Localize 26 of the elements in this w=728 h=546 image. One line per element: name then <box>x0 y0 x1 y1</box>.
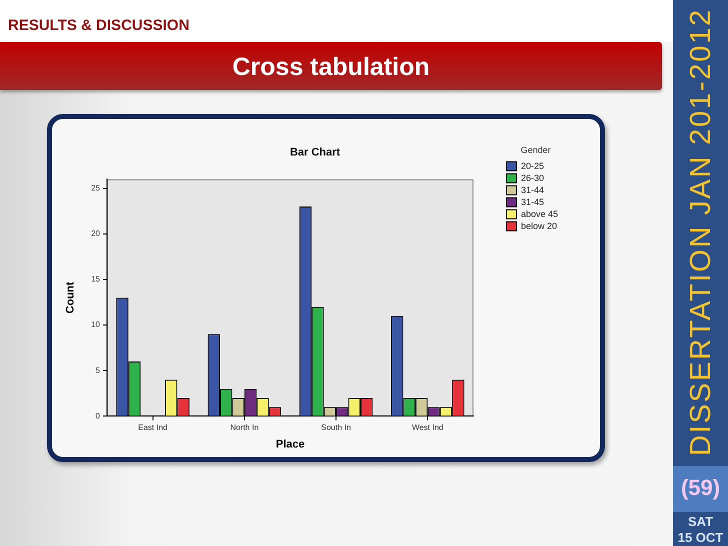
legend-label: 26-30 <box>520 172 544 183</box>
x-tick-label: West Ind <box>412 423 444 432</box>
text: DISSERTATION JAN 201-2012 <box>685 8 718 456</box>
text: SAT <box>686 514 714 529</box>
y-tick-label: 0 <box>96 411 101 420</box>
y-tick-label: 5 <box>96 366 101 375</box>
legend-title: Gender <box>520 144 551 155</box>
text: 15 OCT <box>676 530 724 545</box>
y-tick-label: 25 <box>91 184 101 193</box>
x-tick-label: North In <box>230 423 259 432</box>
legend-label: above 45 <box>520 208 558 219</box>
legend-label: 20-25 <box>520 160 544 171</box>
text: (59) <box>680 475 722 501</box>
chart-title: Cross tabulation <box>231 53 431 82</box>
y-tick-label: 20 <box>91 229 101 238</box>
legend-label: below 20 <box>520 220 557 231</box>
legend-label: 31-44 <box>520 184 544 195</box>
x-tick-label: South In <box>321 423 351 432</box>
y-axis-title: Count <box>64 281 77 314</box>
y-tick-label: 10 <box>91 320 101 330</box>
text: RESULTS & DISCUSSION <box>8 17 190 34</box>
chart-subtitle: Bar Chart <box>290 146 340 159</box>
x-axis-title: Place <box>276 438 305 450</box>
legend-label: 31-45 <box>520 196 544 207</box>
y-tick-label: 15 <box>91 274 101 284</box>
x-tick-label: East Ind <box>138 423 168 432</box>
